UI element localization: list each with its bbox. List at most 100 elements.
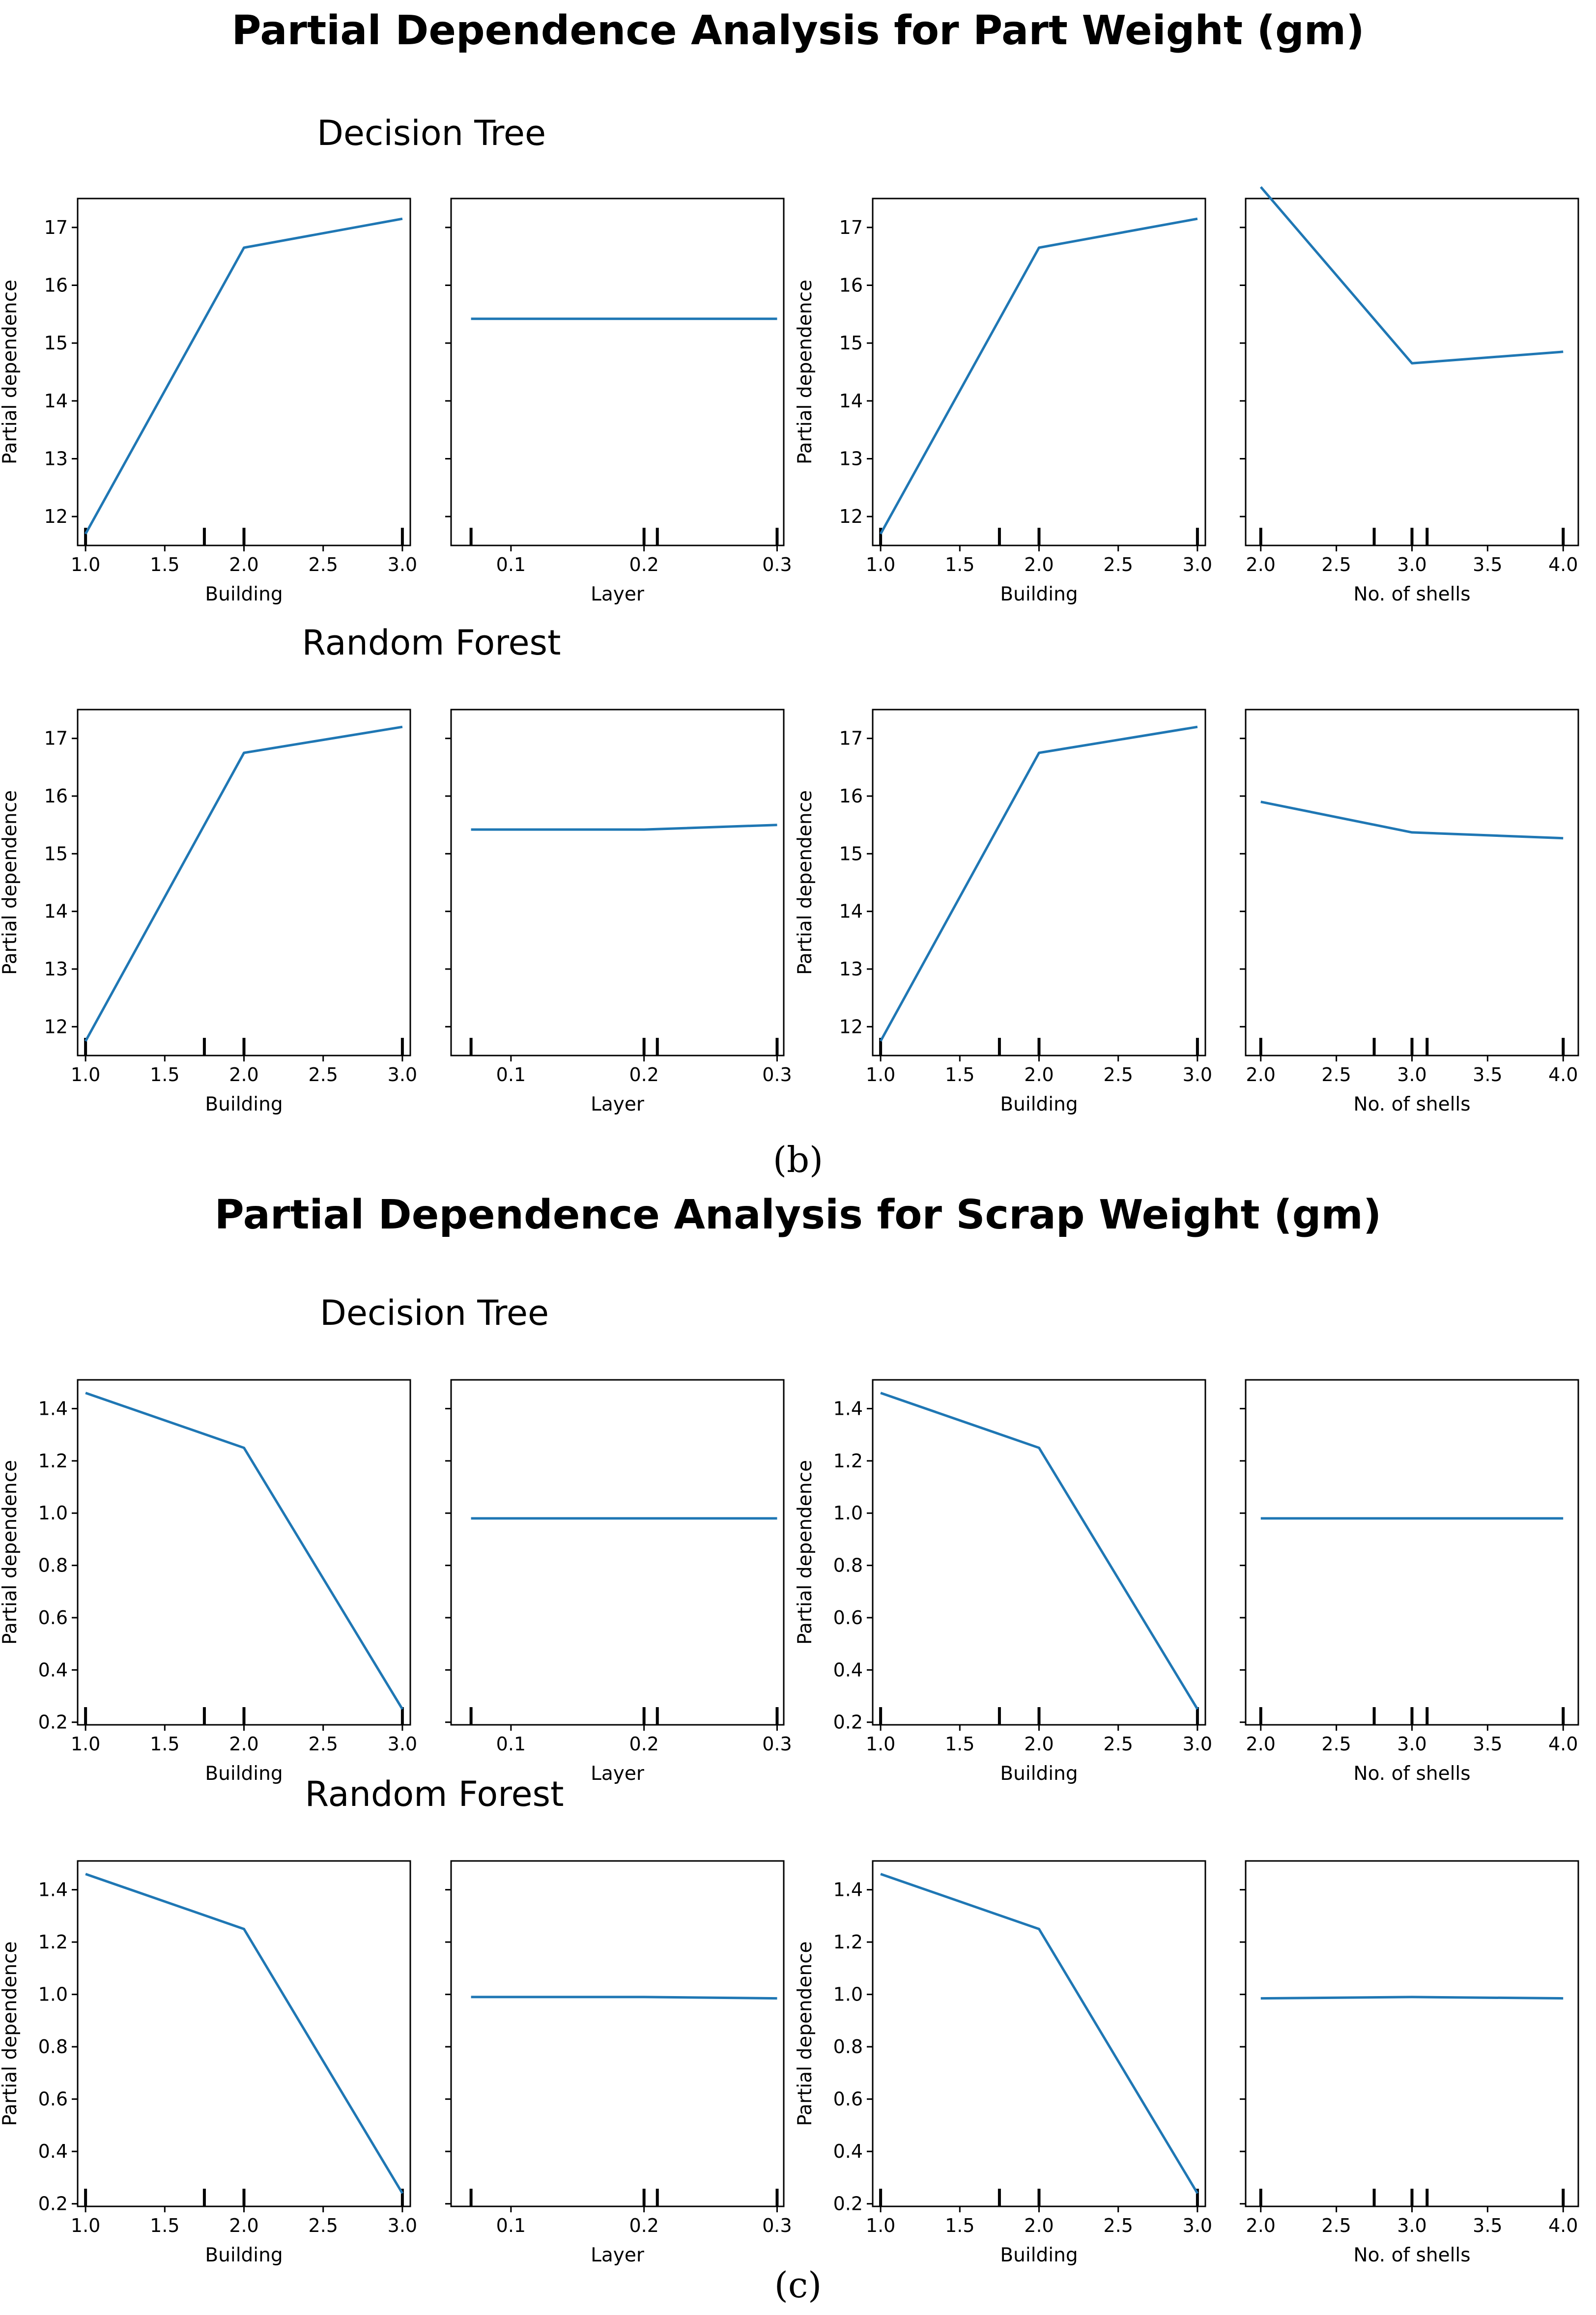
x-tick-label: 3.0 bbox=[1397, 554, 1426, 575]
x-tick-label: 2.5 bbox=[308, 2215, 338, 2236]
x-tick-label: 3.5 bbox=[1473, 1064, 1502, 1086]
x-tick-label: 0.2 bbox=[629, 554, 658, 575]
y-axis-label: Partial dependence bbox=[0, 790, 21, 975]
x-axis-label: No. of shells bbox=[1353, 1763, 1470, 1785]
y-axis-label: Partial dependence bbox=[0, 1941, 21, 2126]
x-axis-label: No. of shells bbox=[1353, 583, 1470, 605]
x-tick-label: 2.5 bbox=[1103, 554, 1133, 575]
x-tick-label: 1.0 bbox=[71, 2215, 100, 2236]
x-tick-label: 1.0 bbox=[866, 554, 895, 575]
y-axis-label: Partial dependence bbox=[794, 790, 816, 975]
row-title-decision-tree-scrap-weight: Decision Tree bbox=[320, 1293, 549, 1333]
section-title-part-weight: Partial Dependence Analysis for Part Wei… bbox=[231, 7, 1364, 54]
y-tick-label: 1.4 bbox=[833, 1879, 863, 1901]
x-tick-label: 2.5 bbox=[1103, 1733, 1133, 1755]
y-tick-label: 17 bbox=[44, 728, 68, 749]
x-tick-label: 1.0 bbox=[71, 1733, 100, 1755]
y-tick-label: 16 bbox=[44, 785, 68, 807]
x-axis-label: Building bbox=[1000, 583, 1078, 605]
x-axis-label: Building bbox=[205, 2244, 283, 2266]
x-tick-label: 2.0 bbox=[1024, 1064, 1054, 1086]
pd-line-building bbox=[85, 1392, 404, 1710]
y-tick-label: 0.4 bbox=[38, 1659, 68, 1681]
x-tick-label: 3.0 bbox=[1183, 2215, 1212, 2236]
x-tick-label: 4.0 bbox=[1548, 554, 1578, 575]
x-tick-label: 2.5 bbox=[1321, 1733, 1351, 1755]
x-tick-label: 1.5 bbox=[945, 554, 974, 575]
y-tick-label: 1.2 bbox=[833, 1931, 863, 1953]
y-tick-label: 13 bbox=[44, 958, 68, 980]
y-tick-label: 14 bbox=[44, 901, 68, 922]
y-tick-label: 0.8 bbox=[833, 1555, 863, 1576]
x-tick-label: 2.0 bbox=[1246, 1064, 1276, 1086]
y-tick-label: 12 bbox=[839, 1016, 863, 1037]
x-tick-label: 1.5 bbox=[945, 2215, 974, 2236]
axes-frame bbox=[1245, 1379, 1579, 1726]
x-axis-label: Building bbox=[205, 1093, 283, 1115]
x-tick-label: 3.0 bbox=[1397, 1733, 1426, 1755]
panel-0-1-0-building: 12 13 14 15 16 17 1.0 1.5 2.0 2.5 3.0 Building Parti… bbox=[0, 709, 417, 1115]
axes-frame bbox=[872, 1860, 1206, 2207]
y-tick-label: 16 bbox=[44, 275, 68, 296]
x-tick-label: 1.0 bbox=[866, 2215, 895, 2236]
x-tick-label: 4.0 bbox=[1548, 1064, 1578, 1086]
x-tick-label: 3.0 bbox=[388, 2215, 417, 2236]
pd-line-building bbox=[84, 217, 403, 535]
y-tick-label: 16 bbox=[839, 275, 863, 296]
caption-b: (b) bbox=[773, 1139, 823, 1180]
x-tick-label: 2.5 bbox=[308, 1064, 338, 1086]
x-axis-label: Layer bbox=[591, 583, 645, 605]
x-tick-label: 1.0 bbox=[866, 1064, 895, 1086]
pd-line-layer bbox=[471, 1996, 777, 2000]
x-tick-label: 0.2 bbox=[629, 1064, 658, 1086]
panel-1-0-2-building: 0.2 0.4 0.6 0.8 1.0 1.2 1.4 1.0 1.5 2.0 2.5 3.0 Buil… bbox=[794, 1379, 1212, 1785]
y-tick-label: 15 bbox=[44, 332, 68, 354]
axes-frame bbox=[450, 1379, 785, 1726]
y-tick-label: 17 bbox=[839, 217, 863, 238]
x-tick-label: 3.5 bbox=[1473, 2215, 1502, 2236]
x-tick-label: 2.5 bbox=[1321, 2215, 1351, 2236]
row-title-random-forest-scrap-weight: Random Forest bbox=[305, 1774, 564, 1814]
x-tick-label: 2.0 bbox=[1246, 2215, 1276, 2236]
x-axis-label: Building bbox=[1000, 1093, 1078, 1115]
y-tick-label: 1.4 bbox=[38, 1398, 68, 1420]
x-tick-label: 2.5 bbox=[1103, 1064, 1133, 1086]
axes-frame bbox=[77, 198, 411, 546]
y-tick-label: 1.4 bbox=[38, 1879, 68, 1901]
axes-frame bbox=[1245, 198, 1579, 546]
y-tick-label: 0.2 bbox=[38, 1712, 68, 1733]
axes-frame bbox=[450, 198, 785, 546]
panel-0-0-0-building: 12 13 14 15 16 17 1.0 1.5 2.0 2.5 3.0 Building Parti… bbox=[0, 198, 417, 605]
y-tick-label: 0.8 bbox=[38, 2036, 68, 2058]
panel-0-0-2-building: 12 13 14 15 16 17 1.0 1.5 2.0 2.5 3.0 Building Parti… bbox=[794, 198, 1212, 605]
x-tick-label: 2.0 bbox=[229, 1733, 258, 1755]
pd-line-building bbox=[879, 725, 1198, 1042]
x-tick-label: 1.5 bbox=[150, 1733, 179, 1755]
x-tick-label: 3.0 bbox=[1397, 1064, 1426, 1086]
panel-0-0-3-no-of-shells: 2.0 2.5 3.0 3.5 4.0 No. of shells bbox=[1240, 186, 1579, 605]
x-tick-label: 0.3 bbox=[762, 1064, 792, 1086]
x-tick-label: 0.1 bbox=[496, 1733, 526, 1755]
axes-frame bbox=[77, 1379, 411, 1726]
x-tick-label: 1.5 bbox=[150, 1064, 179, 1086]
x-tick-label: 3.5 bbox=[1473, 554, 1502, 575]
y-tick-label: 15 bbox=[44, 843, 68, 864]
x-tick-label: 1.0 bbox=[71, 1064, 100, 1086]
axes-frame bbox=[77, 709, 411, 1057]
x-tick-label: 2.0 bbox=[1024, 1733, 1054, 1755]
x-tick-label: 3.0 bbox=[1183, 554, 1212, 575]
x-axis-label: Layer bbox=[591, 1093, 645, 1115]
x-tick-label: 2.5 bbox=[308, 554, 338, 575]
y-axis-label: Partial dependence bbox=[794, 280, 816, 464]
row-title-random-forest-part-weight: Random Forest bbox=[302, 623, 561, 663]
y-axis-label: Partial dependence bbox=[0, 1460, 21, 1645]
x-tick-label: 1.5 bbox=[150, 554, 179, 575]
x-tick-label: 2.5 bbox=[1321, 1064, 1351, 1086]
x-tick-label: 2.0 bbox=[1246, 554, 1276, 575]
x-tick-label: 0.1 bbox=[496, 554, 526, 575]
panel-1-0-3-no-of-shells: 2.0 2.5 3.0 3.5 4.0 No. of shells bbox=[1240, 1379, 1579, 1785]
pd-line-building bbox=[85, 1873, 404, 2194]
panel-1-1-0-building: 0.2 0.4 0.6 0.8 1.0 1.2 1.4 1.0 1.5 2.0 2.5 3.0 Buil… bbox=[0, 1860, 417, 2266]
x-tick-label: 4.0 bbox=[1548, 1733, 1578, 1755]
y-tick-label: 15 bbox=[839, 332, 863, 354]
